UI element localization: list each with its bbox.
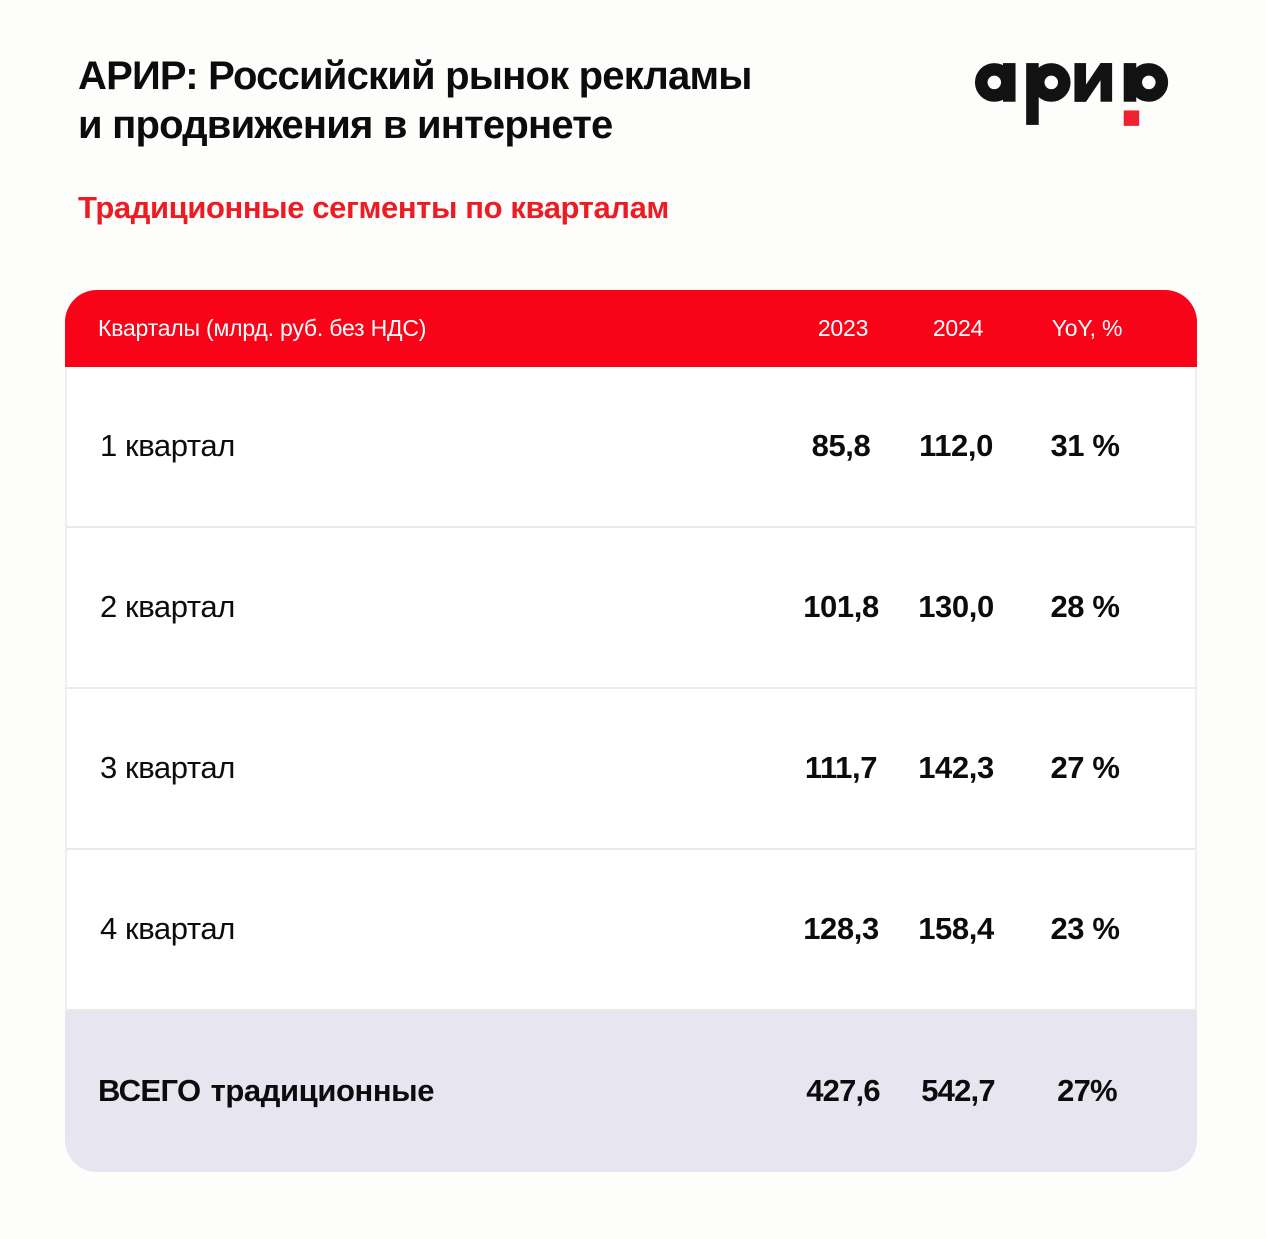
cell-2023: 128,3 [803,911,879,947]
total-label-rest: традиционные [210,1073,435,1109]
row-label: 2 квартал [100,589,235,625]
row-label: 1 квартал [100,428,235,464]
header-col-2024: 2024 [932,314,984,341]
cell-2023: 85,8 [811,428,871,464]
table-header: Кварталы (млрд. руб. без НДС) 2023 2024 … [65,289,1197,367]
quarters-table: Кварталы (млрд. руб. без НДС) 2023 2024 … [65,289,1197,1172]
total-label-bold: ВСЕГО [98,1073,201,1109]
header-label: Кварталы (млрд. руб. без НДС) [98,314,427,341]
table-row-q2: 2 квартал 101,8 130,0 28 % [65,527,1197,689]
cell-2024: 142,3 [918,750,994,786]
arir-logo [974,52,1172,136]
page-title: АРИР: Российский рынок рекламы и продвиж… [78,52,1266,150]
cell-2024: 112,0 [919,428,993,464]
total-cell-yoy: 27% [1057,1073,1117,1109]
cell-2024: 130,0 [918,589,994,625]
cell-2023: 101,8 [803,589,879,625]
cell-2023: 111,7 [804,750,878,786]
cell-2024: 158,4 [918,911,994,947]
total-cell-2024: 542,7 [921,1073,995,1109]
page-subtitle: Традиционные сегменты по кварталам [78,189,669,225]
total-label: ВСЕГО традиционные [98,1073,787,1109]
table-row-q1: 1 квартал 85,8 112,0 31 % [65,366,1197,528]
title-block: АРИР: Российский рынок рекламы и продвиж… [0,0,1266,226]
page-title-line2: и продвижения в интернете [78,102,613,147]
logo-red-dot [1123,110,1140,126]
cell-yoy: 28 % [1050,589,1120,625]
row-label: 4 квартал [100,911,235,947]
table-row-q4: 4 квартал 128,3 158,4 23 % [65,849,1197,1011]
table-total-row: ВСЕГО традиционные 427,6 542,7 27% [65,1010,1197,1172]
cell-yoy: 23 % [1050,911,1120,947]
table-row-q3: 3 квартал 111,7 142,3 27 % [65,688,1197,850]
total-cell-2023: 427,6 [806,1073,880,1109]
header-col-yoy: YoY, % [1051,314,1123,341]
header-col-2023: 2023 [817,314,869,341]
arir-logo-icon [974,52,1172,136]
cell-yoy: 27 % [1050,750,1120,786]
cell-yoy: 31 % [1050,428,1120,464]
row-label: 3 квартал [100,750,235,786]
page-title-line1: АРИР: Российский рынок рекламы [78,54,752,98]
